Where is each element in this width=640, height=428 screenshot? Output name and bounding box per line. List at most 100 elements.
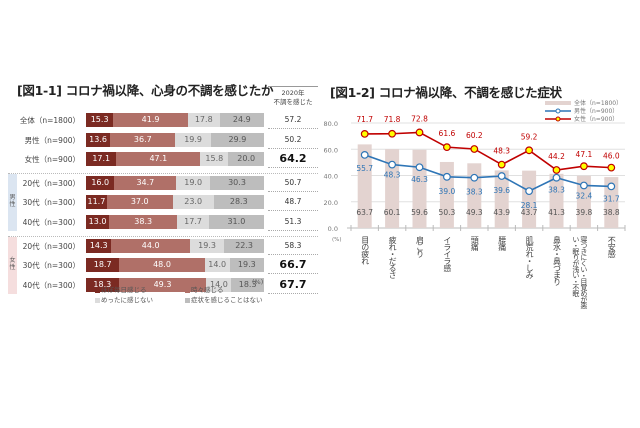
male-value-label: 38.3 bbox=[466, 188, 483, 197]
x-category-label: 腰痛 bbox=[497, 236, 507, 250]
x-category-label: イライラ感 bbox=[442, 236, 452, 271]
x-category-label: 頭痛 bbox=[470, 236, 480, 250]
total-value: 50.7 bbox=[268, 178, 318, 192]
bar-value-label: 50.3 bbox=[439, 208, 456, 217]
female-value-label: 48.3 bbox=[493, 147, 510, 156]
male-marker bbox=[442, 172, 451, 181]
bar-segment: 48.0 bbox=[119, 258, 205, 273]
female-value-label: 72.8 bbox=[411, 114, 428, 123]
bar-total bbox=[576, 175, 591, 228]
bar-segment: 18.3 bbox=[86, 277, 119, 292]
male-marker bbox=[525, 187, 534, 196]
bar-segment: 15.3 bbox=[86, 113, 114, 127]
total-value: 51.3 bbox=[268, 217, 318, 231]
bar-value-label: 39.8 bbox=[576, 208, 593, 217]
legend-label: ほぼ毎日感じる bbox=[101, 286, 147, 294]
y-tick-label: 80.0 bbox=[324, 120, 338, 128]
female-value-label: 47.1 bbox=[576, 150, 593, 159]
male-marker bbox=[388, 160, 396, 169]
bar-segment: 37.0 bbox=[106, 195, 173, 210]
bar-value-label: 43.9 bbox=[493, 208, 510, 217]
male-value-label: 38.3 bbox=[548, 186, 565, 195]
y-tick-label: 20.0 bbox=[324, 199, 338, 207]
row-label: 20代（n=300） bbox=[22, 241, 80, 251]
female-value-label: 71.7 bbox=[356, 115, 373, 124]
male-line bbox=[364, 154, 612, 193]
x-category-label: 寝つきにくい・目覚めが悪い・眠りが浅い・不眠 bbox=[571, 236, 588, 308]
stacked-bar: 13.6 36.7 19.9 29.9 bbox=[86, 132, 264, 147]
bar-segment: 19.9 bbox=[175, 132, 211, 147]
legend-swatch bbox=[95, 297, 100, 303]
group-separator bbox=[8, 172, 318, 174]
bar-segment: 49.3 bbox=[118, 277, 207, 292]
bar-segment: 30.3 bbox=[210, 175, 264, 190]
female-marker bbox=[497, 160, 506, 169]
bar-segment: 36.7 bbox=[110, 132, 176, 147]
y-tick-label: 60.0 bbox=[324, 146, 338, 154]
legend-item: ほぼ毎日感じる bbox=[95, 284, 147, 294]
male-value-label: 55.7 bbox=[356, 164, 373, 173]
group-separator bbox=[8, 235, 318, 237]
bar-value-label: 60.1 bbox=[384, 208, 401, 217]
male-marker bbox=[552, 173, 561, 182]
summary-header: 2020年 不調を感じた bbox=[268, 86, 318, 107]
male-marker bbox=[470, 173, 479, 182]
y-tick-label: 40.0 bbox=[324, 173, 338, 181]
female-marker bbox=[360, 129, 369, 138]
stacked-bar: 14.3 44.0 19.3 22.3 bbox=[86, 238, 264, 253]
bar-segment: 13.0 bbox=[86, 215, 110, 229]
stacked-bar: 17.1 47.1 15.8 20.0 bbox=[86, 152, 264, 167]
stacked-bar: 11.7 37.0 23.0 28.3 bbox=[86, 195, 264, 210]
female-value-label: 71.8 bbox=[384, 115, 401, 124]
male-value-label: 39.0 bbox=[439, 187, 456, 196]
bar-segment: 18.3 bbox=[231, 277, 264, 292]
legend-item: めったに感じない bbox=[95, 294, 153, 304]
female-marker bbox=[470, 145, 479, 153]
legend-marker-female bbox=[555, 116, 561, 122]
legend-label: 男性（n=900） bbox=[574, 107, 618, 115]
female-line bbox=[364, 131, 612, 171]
bar-segment: 11.7 bbox=[86, 195, 107, 210]
bar-segment: 38.3 bbox=[109, 215, 178, 229]
bar-segment: 14.3 bbox=[86, 238, 112, 253]
bar-segment: 29.9 bbox=[210, 132, 264, 147]
bar-segment: 31.0 bbox=[208, 215, 264, 229]
female-value-label: 61.6 bbox=[439, 129, 456, 138]
male-value-label: 48.3 bbox=[384, 171, 401, 180]
row-label: 40代（n=300） bbox=[22, 218, 80, 227]
bar-value-label: 49.3 bbox=[466, 208, 483, 217]
female-marker bbox=[552, 166, 561, 174]
male-value-label: 31.7 bbox=[603, 194, 620, 203]
female-value-label: 44.2 bbox=[548, 152, 565, 161]
stacked-bar: 16.0 34.7 19.0 30.3 bbox=[86, 175, 264, 190]
bar-segment: 34.7 bbox=[114, 175, 177, 190]
legend-label: 女性（n=900） bbox=[574, 115, 618, 123]
bar-total bbox=[494, 170, 509, 228]
male-marker bbox=[580, 181, 588, 190]
male-value-label: 32.4 bbox=[576, 191, 593, 200]
bar-value-label: 38.8 bbox=[603, 208, 620, 217]
legend-item: 症状を感じることはない bbox=[185, 294, 263, 304]
female-value-label: 46.0 bbox=[603, 152, 620, 161]
total-value: 64.2 bbox=[268, 152, 318, 169]
x-category-label: 肌荒れ・しみ bbox=[525, 236, 535, 278]
total-value: 57.2 bbox=[268, 115, 318, 129]
male-value-label: 39.6 bbox=[493, 186, 510, 195]
group-label: 女性 bbox=[8, 236, 17, 294]
female-marker bbox=[388, 129, 396, 138]
female-marker bbox=[415, 128, 424, 137]
total-value: 50.2 bbox=[268, 135, 318, 149]
male-value-label: 46.3 bbox=[411, 175, 428, 184]
bar-total bbox=[357, 144, 372, 228]
bar-segment: 20.0 bbox=[228, 152, 264, 167]
group-label: 男性 bbox=[8, 173, 17, 231]
stacked-bar: 15.3 41.9 17.8 24.9 bbox=[86, 113, 264, 127]
bar-segment: 41.9 bbox=[113, 113, 188, 127]
male-marker bbox=[360, 150, 369, 159]
bar-segment: 19.3 bbox=[229, 258, 264, 273]
bar-value-label: 59.6 bbox=[411, 208, 428, 217]
total-value: 58.3 bbox=[268, 241, 318, 255]
chart-1-1: [図1-1] コロナ禍以降、心身の不調を感じたか 2020年 不調を感じた 全体（… bbox=[8, 83, 318, 304]
bar-segment: 13.6 bbox=[86, 132, 111, 147]
female-marker bbox=[442, 143, 451, 152]
